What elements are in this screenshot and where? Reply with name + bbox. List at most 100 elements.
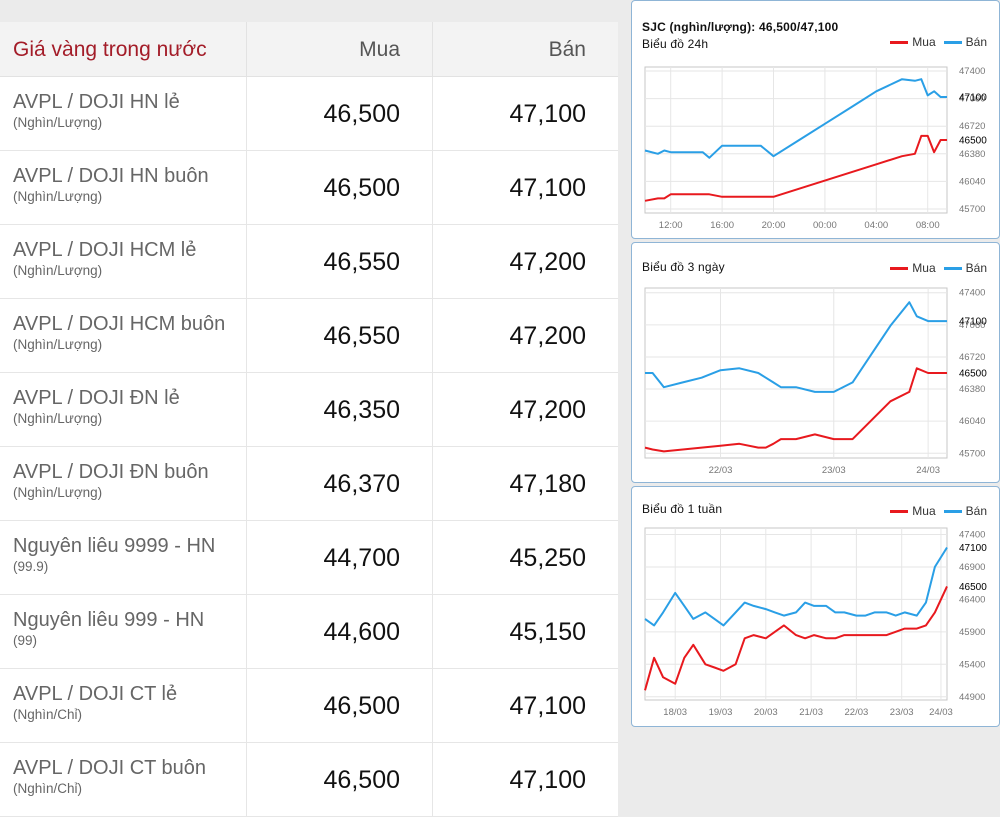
legend-buy-label: Mua [912,261,936,275]
x-tick-label: 23/03 [890,707,914,718]
product-cell: AVPL / DOJI HN lẻ (Nghìn/Lượng) [0,77,246,150]
chart-legend-1-week: Mua Bán [886,504,987,518]
table-row: AVPL / DOJI HN lẻ (Nghìn/Lượng) 46,500 47,1… [0,77,618,151]
product-unit: (99) [13,633,38,648]
chart-title-24h: Biểu đồ 24h [642,37,709,51]
table-row: AVPL / DOJI HN buôn (Nghìn/Lượng) 46,500 47… [0,151,618,225]
chart-legend-24h: Mua Bán [886,35,987,49]
product-cell: AVPL / DOJI HCM buôn (Nghìn/Lượng) [0,299,246,372]
sell-series-line [645,301,947,393]
product-cell: AVPL / DOJI HN buôn (Nghìn/Lượng) [0,151,246,224]
product-cell: Nguyên liêu 9999 - HN (99.9) [0,521,246,594]
chart-panel-24h: 45700 46040 46380 46720 47060 47400 12:00 16:00… [631,0,1000,239]
buy-price: 46,500 [246,77,432,150]
plot-area [644,527,948,701]
buy-series-line [644,134,947,202]
sjc-headline: SJC (nghìn/lượng): 46,500/47,100 [642,20,839,34]
y-tick-label: 47400 [959,66,985,77]
x-tick-label: 24/03 [916,465,940,476]
plot-area [644,287,948,459]
buy-price: 46,550 [246,299,432,372]
table-row: AVPL / DOJI ĐN lẻ (Nghìn/Lượng) 46,350 47,2… [0,373,618,447]
y-tick-label: 45400 [959,659,985,670]
product-unit: (Nghìn/Lượng) [13,337,103,352]
legend-buy-swatch [890,266,909,270]
product-cell: AVPL / DOJI ĐN lẻ (Nghìn/Lượng) [0,373,246,446]
sell-price: 47,200 [432,373,618,446]
product-cell: AVPL / DOJI HCM lẻ (Nghìn/Lượng) [0,225,246,298]
sell-series-line [644,78,947,159]
product-cell: AVPL / DOJI CT buôn (Nghìn/Chỉ) [0,743,246,816]
buy-series-line [644,367,947,453]
table-row: Nguyên liêu 9999 - HN (99.9) 44,700 45,250 [0,521,618,595]
product-name: AVPL / DOJI ĐN buôn [13,461,209,483]
table-row: AVPL / DOJI CT buôn (Nghìn/Chỉ) 46,500 47,1… [0,743,618,817]
product-cell: AVPL / DOJI ĐN buôn (Nghìn/Lượng) [0,447,246,520]
column-header-buy: Mua [246,22,432,76]
product-unit: (Nghìn/Lượng) [13,263,103,278]
buy-price: 46,500 [246,743,432,816]
buy-end-label: 46500 [959,582,987,593]
product-unit: (Nghìn/Lượng) [13,189,103,204]
legend-sell-label: Bán [965,261,987,275]
y-tick-label: 44900 [959,692,985,703]
y-tick-label: 47060 [959,94,985,105]
x-tick-label: 20:00 [762,220,786,231]
legend-buy-swatch [890,509,909,513]
x-tick-label: 23/03 [822,465,846,476]
legend-sell-label: Bán [965,504,987,518]
chart-title-3-days: Biểu đồ 3 ngày [642,260,725,274]
buy-price: 46,350 [246,373,432,446]
product-name: AVPL / DOJI HCM buôn [13,313,226,335]
product-unit: (Nghìn/Chỉ) [13,781,83,796]
sell-price: 47,200 [432,299,618,372]
legend-sell-label: Bán [965,35,987,49]
buy-price: 44,700 [246,521,432,594]
sell-price: 47,200 [432,225,618,298]
buy-price: 46,370 [246,447,432,520]
buy-series-line [644,585,948,691]
y-tick-label: 46040 [959,416,985,427]
buy-price: 46,500 [246,151,432,224]
buy-end-label: 46500 [959,369,987,380]
legend-buy-swatch [890,40,909,44]
y-tick-label: 46720 [959,352,985,363]
table-row: AVPL / DOJI CT lẻ (Nghìn/Chỉ) 46,500 47,100 [0,669,618,743]
sell-price: 45,250 [432,521,618,594]
buy-price: 46,500 [246,669,432,742]
legend-buy-label: Mua [912,504,936,518]
sell-end-label: 47100 [959,543,987,554]
legend-sell-swatch [943,509,962,513]
legend-buy-label: Mua [912,35,936,49]
x-tick-label: 22/03 [845,707,869,718]
product-unit: (Nghìn/Lượng) [13,115,103,130]
table-header: Giá vàng trong nước Mua Bán [0,22,618,77]
product-name: AVPL / DOJI HN lẻ [13,91,180,113]
chart-svg: 45700 46040 46380 46720 47060 47400 12:00 16:00… [644,66,987,231]
sell-end-label: 47100 [959,317,987,328]
table-row: AVPL / DOJI ĐN buôn (Nghìn/Lượng) 46,370 47… [0,447,618,521]
plot-area [644,66,948,214]
table-row: AVPL / DOJI HCM buôn (Nghìn/Lượng) 46,550 4… [0,299,618,373]
column-header-name: Giá vàng trong nước [13,38,207,61]
chart-panel-3-days: 45700 46040 46380 46720 47060 47400 22/03 23/03… [631,242,1000,483]
chart-legend-3-days: Mua Bán [886,261,987,275]
y-tick-label: 46720 [959,121,985,132]
product-unit: (99.9) [13,559,49,574]
chart-svg: 44900 45400 45900 46400 46900 47400 18/03 19/03… [644,527,987,718]
product-name: AVPL / DOJI CT lẻ [13,683,178,705]
x-tick-label: 22/03 [709,465,733,476]
table-row: AVPL / DOJI HCM lẻ (Nghìn/Lượng) 46,550 47,… [0,225,618,299]
product-cell: Nguyên liêu 999 - HN (99) [0,595,246,668]
sell-end-label: 47100 [959,93,987,104]
chart-panel-1-week: 44900 45400 45900 46400 46900 47400 18/03 19/03… [631,486,1000,727]
sell-price: 47,100 [432,77,618,150]
x-tick-label: 24/03 [929,707,953,718]
chart-svg: 45700 46040 46380 46720 47060 47400 22/03 23/03… [644,287,987,476]
buy-price: 46,550 [246,225,432,298]
y-tick-label: 45700 [959,204,985,215]
product-unit: (Nghìn/Lượng) [13,485,103,500]
sell-price: 47,100 [432,743,618,816]
x-tick-label: 00:00 [813,220,837,231]
y-tick-label: 45900 [959,627,985,638]
